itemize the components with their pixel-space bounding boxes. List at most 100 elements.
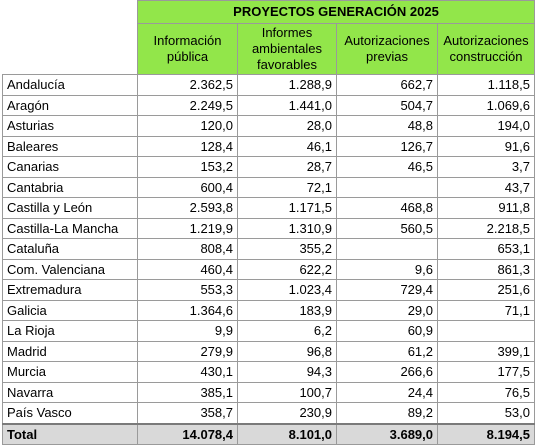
value-cell: 3,7 [437, 156, 535, 178]
table-row: País Vasco 358,7 230,9 89,2 53,0 [2, 402, 535, 424]
value-cell: 43,7 [437, 176, 535, 198]
table-row: Baleares 128,4 46,1 126,7 91,6 [2, 135, 535, 157]
value-cell: 100,7 [237, 381, 337, 403]
column-header-autorizaciones-construccion: Autorizaciones construcción [437, 23, 535, 75]
value-cell [336, 176, 438, 198]
total-cell: 14.078,4 [137, 422, 238, 445]
total-cell: 3.689,0 [336, 422, 438, 445]
table-row: Madrid 279,9 96,8 61,2 399,1 [2, 340, 535, 362]
value-cell: 28,7 [237, 156, 337, 178]
value-cell: 808,4 [137, 238, 238, 260]
table-row: Cantabria 600,4 72,1 43,7 [2, 176, 535, 198]
value-cell: 560,5 [336, 217, 438, 239]
value-cell: 1.023,4 [237, 279, 337, 301]
table-row: Andalucía 2.362,5 1.288,9 662,7 1.118,5 [2, 74, 535, 96]
table-title: PROYECTOS GENERACIÓN 2025 [137, 0, 535, 24]
region-name-cell: Cataluña [2, 238, 138, 260]
title-row: PROYECTOS GENERACIÓN 2025 [2, 0, 535, 75]
value-cell: 355,2 [237, 238, 337, 260]
value-cell: 662,7 [336, 74, 438, 96]
value-cell: 460,4 [137, 258, 238, 280]
total-label: Total [2, 422, 138, 445]
table-row: Galicia 1.364,6 183,9 29,0 71,1 [2, 299, 535, 321]
value-cell: 2.593,8 [137, 197, 238, 219]
table-row: Cataluña 808,4 355,2 653,1 [2, 238, 535, 260]
table-row: Murcia 430,1 94,3 266,6 177,5 [2, 361, 535, 383]
table-row: Extremadura 553,3 1.023,4 729,4 251,6 [2, 279, 535, 301]
value-cell: 153,2 [137, 156, 238, 178]
value-cell: 600,4 [137, 176, 238, 198]
region-name-cell: La Rioja [2, 320, 138, 342]
value-cell: 504,7 [336, 94, 438, 116]
region-name-cell: Andalucía [2, 74, 138, 96]
table-footer: Total 14.078,4 8.101,0 3.689,0 8.194,5 [2, 422, 535, 445]
value-cell: 9,6 [336, 258, 438, 280]
column-header-informacion-publica: Información pública [137, 23, 238, 75]
value-cell: 2.249,5 [137, 94, 238, 116]
value-cell: 29,0 [336, 299, 438, 321]
region-name-cell: Galicia [2, 299, 138, 321]
region-name-cell: Madrid [2, 340, 138, 362]
value-cell: 911,8 [437, 197, 535, 219]
value-cell: 9,9 [137, 320, 238, 342]
total-cell: 8.194,5 [437, 422, 535, 445]
value-cell: 91,6 [437, 135, 535, 157]
value-cell: 60,9 [336, 320, 438, 342]
value-cell: 1.364,6 [137, 299, 238, 321]
value-cell: 6,2 [237, 320, 337, 342]
table-row: Canarias 153,2 28,7 46,5 3,7 [2, 156, 535, 178]
value-cell: 1.118,5 [437, 74, 535, 96]
corner-blank-cell [2, 0, 138, 75]
region-name-cell: Castilla-La Mancha [2, 217, 138, 239]
value-cell: 128,4 [137, 135, 238, 157]
value-cell: 861,3 [437, 258, 535, 280]
value-cell: 1.171,5 [237, 197, 337, 219]
table-row: La Rioja 9,9 6,2 60,9 [2, 320, 535, 342]
region-name-cell: Navarra [2, 381, 138, 403]
value-cell: 279,9 [137, 340, 238, 362]
value-cell: 76,5 [437, 381, 535, 403]
value-cell: 1.219,9 [137, 217, 238, 239]
value-cell [336, 238, 438, 260]
value-cell: 385,1 [137, 381, 238, 403]
column-header-autorizaciones-previas: Autorizaciones previas [336, 23, 438, 75]
total-cell: 8.101,0 [237, 422, 337, 445]
region-name-cell: Castilla y León [2, 197, 138, 219]
value-cell: 230,9 [237, 402, 337, 424]
value-cell: 468,8 [336, 197, 438, 219]
total-row: Total 14.078,4 8.101,0 3.689,0 8.194,5 [2, 422, 535, 445]
value-cell: 71,1 [437, 299, 535, 321]
value-cell: 251,6 [437, 279, 535, 301]
value-cell: 72,1 [237, 176, 337, 198]
value-cell: 2.362,5 [137, 74, 238, 96]
value-cell: 1.310,9 [237, 217, 337, 239]
table-row: Aragón 2.249,5 1.441,0 504,7 1.069,6 [2, 94, 535, 116]
table-row: Com. Valenciana 460,4 622,2 9,6 861,3 [2, 258, 535, 280]
table-row: Asturias 120,0 28,0 48,8 194,0 [2, 115, 535, 137]
value-cell: 358,7 [137, 402, 238, 424]
region-name-cell: Asturias [2, 115, 138, 137]
value-cell: 53,0 [437, 402, 535, 424]
value-cell: 399,1 [437, 340, 535, 362]
value-cell: 622,2 [237, 258, 337, 280]
value-cell: 96,8 [237, 340, 337, 362]
value-cell: 1.069,6 [437, 94, 535, 116]
region-name-cell: Baleares [2, 135, 138, 157]
table-row: Castilla-La Mancha 1.219,9 1.310,9 560,5 2.2… [2, 217, 535, 239]
value-cell: 24,4 [336, 381, 438, 403]
value-cell: 61,2 [336, 340, 438, 362]
table-row: Navarra 385,1 100,7 24,4 76,5 [2, 381, 535, 403]
value-cell: 126,7 [336, 135, 438, 157]
region-name-cell: Aragón [2, 94, 138, 116]
value-cell: 653,1 [437, 238, 535, 260]
value-cell: 553,3 [137, 279, 238, 301]
region-name-cell: Murcia [2, 361, 138, 383]
value-cell: 46,5 [336, 156, 438, 178]
region-name-cell: Extremadura [2, 279, 138, 301]
region-name-cell: Com. Valenciana [2, 258, 138, 280]
value-cell: 28,0 [237, 115, 337, 137]
region-name-cell: Canarias [2, 156, 138, 178]
value-cell: 430,1 [137, 361, 238, 383]
value-cell: 1.441,0 [237, 94, 337, 116]
